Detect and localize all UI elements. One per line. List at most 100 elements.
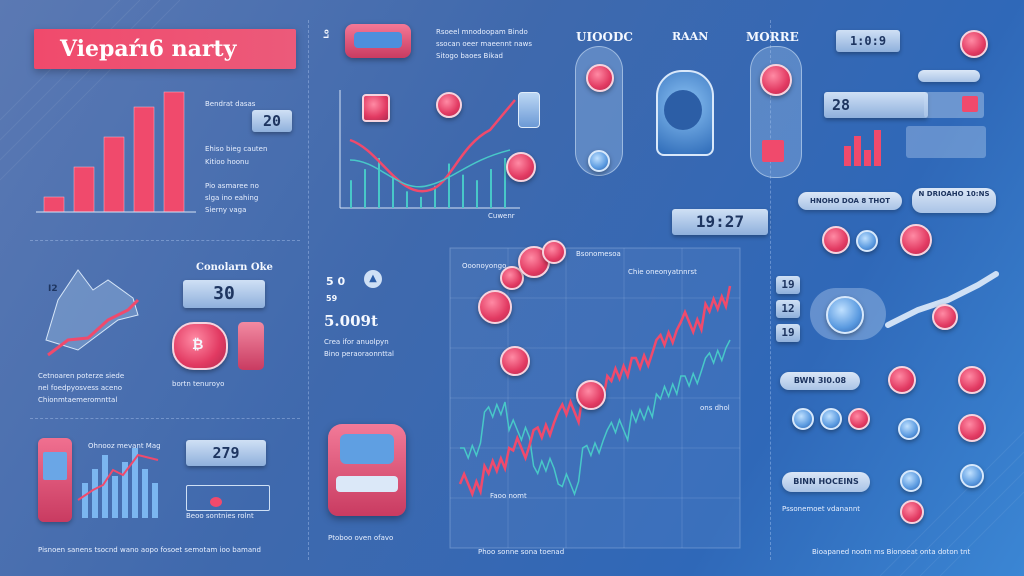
status-icon xyxy=(820,408,842,430)
mini-bar-chart xyxy=(844,130,881,166)
header-pill[interactable]: HNOHO DOA 8 THOT xyxy=(798,192,902,210)
text-line: Beoo sontnies rolnt xyxy=(186,512,254,520)
chart-icon xyxy=(762,140,784,162)
text-line: Ohnooz mevant Mag xyxy=(88,442,161,450)
footer-text: Phoo sonne sona toenad xyxy=(478,548,565,556)
text-line: Pssonemoet vdanannt xyxy=(782,505,861,513)
text-line: Rsoeel mnodoopam Bindo xyxy=(436,28,528,36)
dot-icon xyxy=(210,497,222,507)
status-icon xyxy=(848,408,870,430)
device-icon xyxy=(238,322,264,370)
footer-text: Bioapaned nootn ms Bionoeat onta doton t… xyxy=(812,548,971,556)
bar xyxy=(378,158,380,208)
column-heading: UIOODC xyxy=(576,30,633,44)
value-box: 279 xyxy=(186,440,266,466)
bar xyxy=(163,91,185,213)
center-top-chart xyxy=(339,90,520,209)
bar xyxy=(420,196,422,208)
marker-icon xyxy=(576,380,606,410)
text-line: Cetnoaren poterze siede xyxy=(38,372,125,380)
bar xyxy=(103,136,125,213)
bar xyxy=(504,158,506,208)
chart-label: Faoo nomt xyxy=(490,492,527,500)
status-icon xyxy=(856,230,878,252)
marker-icon xyxy=(542,240,566,264)
bar xyxy=(112,476,118,518)
text-line: ssocan oeer maeennt naws xyxy=(436,40,533,48)
column-heading: RAAN xyxy=(672,30,709,43)
value-box: 30 xyxy=(183,280,265,308)
device-outline xyxy=(186,485,270,511)
bar xyxy=(133,106,155,213)
chart-label: Bsonomesoa xyxy=(576,250,621,258)
footer-text: Pisnoen sanens tsocnd wano aopo fosoet s… xyxy=(38,546,261,554)
bar xyxy=(364,169,366,208)
status-icon xyxy=(958,366,986,394)
divider xyxy=(30,240,300,241)
phone-icon xyxy=(518,92,540,128)
text-line: Pio asmaree no xyxy=(205,182,259,190)
marker-icon xyxy=(436,92,462,118)
map-shape xyxy=(45,269,140,357)
chart-label: Chie oneonyatnnrst xyxy=(628,268,697,276)
bar xyxy=(392,174,394,208)
bar xyxy=(142,469,148,518)
device-icon xyxy=(38,438,72,522)
section-heading: Conolarn Oke xyxy=(196,262,273,273)
value-box: 28 xyxy=(824,92,928,118)
value-box: 1:0:9 xyxy=(836,30,900,52)
text-line: nel foedpyosvess aceno xyxy=(38,384,123,392)
text-line: slga ino eahing xyxy=(205,194,259,202)
series-line xyxy=(460,339,731,497)
status-icon xyxy=(588,150,610,172)
bar xyxy=(132,448,138,518)
bar xyxy=(462,174,464,208)
bar xyxy=(476,180,478,208)
text-line: Sitogo baoes Bikad xyxy=(436,52,503,60)
header-pill[interactable]: BWN 3I0.08 xyxy=(780,372,860,390)
top-left-bar-chart xyxy=(36,91,196,213)
chart-label: Ooonoyongo xyxy=(462,262,507,270)
header-pill[interactable]: BINN HOCEINS xyxy=(782,472,870,492)
bar xyxy=(350,180,352,208)
up-arrow-icon[interactable]: ▲ xyxy=(364,270,382,288)
chart-label: ons dhol xyxy=(700,404,730,412)
marker-icon xyxy=(362,94,390,122)
status-icon xyxy=(900,470,922,492)
helmet-visor xyxy=(664,90,702,130)
page-title: Viepaŕı6 narty xyxy=(60,36,237,62)
clock-display: 19:27 xyxy=(672,209,768,235)
text-line: Chionmtaemeromnttal xyxy=(38,396,118,404)
divider xyxy=(770,20,771,560)
text-line: bortn tenuroyo xyxy=(172,380,225,388)
bar xyxy=(43,196,65,213)
bar xyxy=(92,469,98,518)
text-line: Bendrat dasas xyxy=(205,100,256,108)
trend-line xyxy=(885,271,999,328)
status-icon xyxy=(900,500,924,524)
bar xyxy=(122,462,128,518)
status-icon xyxy=(822,226,850,254)
value-box: 19 xyxy=(776,276,800,294)
text-line: Sierny vaga xyxy=(205,206,247,214)
bar xyxy=(73,166,95,213)
marker-icon xyxy=(506,152,536,182)
device-screen xyxy=(43,452,67,480)
status-icon xyxy=(958,414,986,442)
text-line: Crea ifor anuolpyn xyxy=(324,338,389,346)
bar xyxy=(434,185,436,208)
status-icon xyxy=(586,64,614,92)
bar xyxy=(406,191,408,208)
title-banner: Viepaŕı6 narty xyxy=(34,29,296,69)
bar xyxy=(102,455,108,518)
status-icon xyxy=(900,224,932,256)
map-badge: I2 xyxy=(48,284,58,294)
text-line: Kitioo hoonu xyxy=(205,158,249,166)
stat-value: 5.009t xyxy=(324,312,378,330)
status-icon xyxy=(792,408,814,430)
header-pill[interactable]: N DRIOAHO 10:NS xyxy=(912,188,996,213)
status-icon xyxy=(760,64,792,96)
token-symbol: ₿ xyxy=(192,337,204,353)
bar xyxy=(82,483,88,518)
value-box: 19 xyxy=(776,324,800,342)
